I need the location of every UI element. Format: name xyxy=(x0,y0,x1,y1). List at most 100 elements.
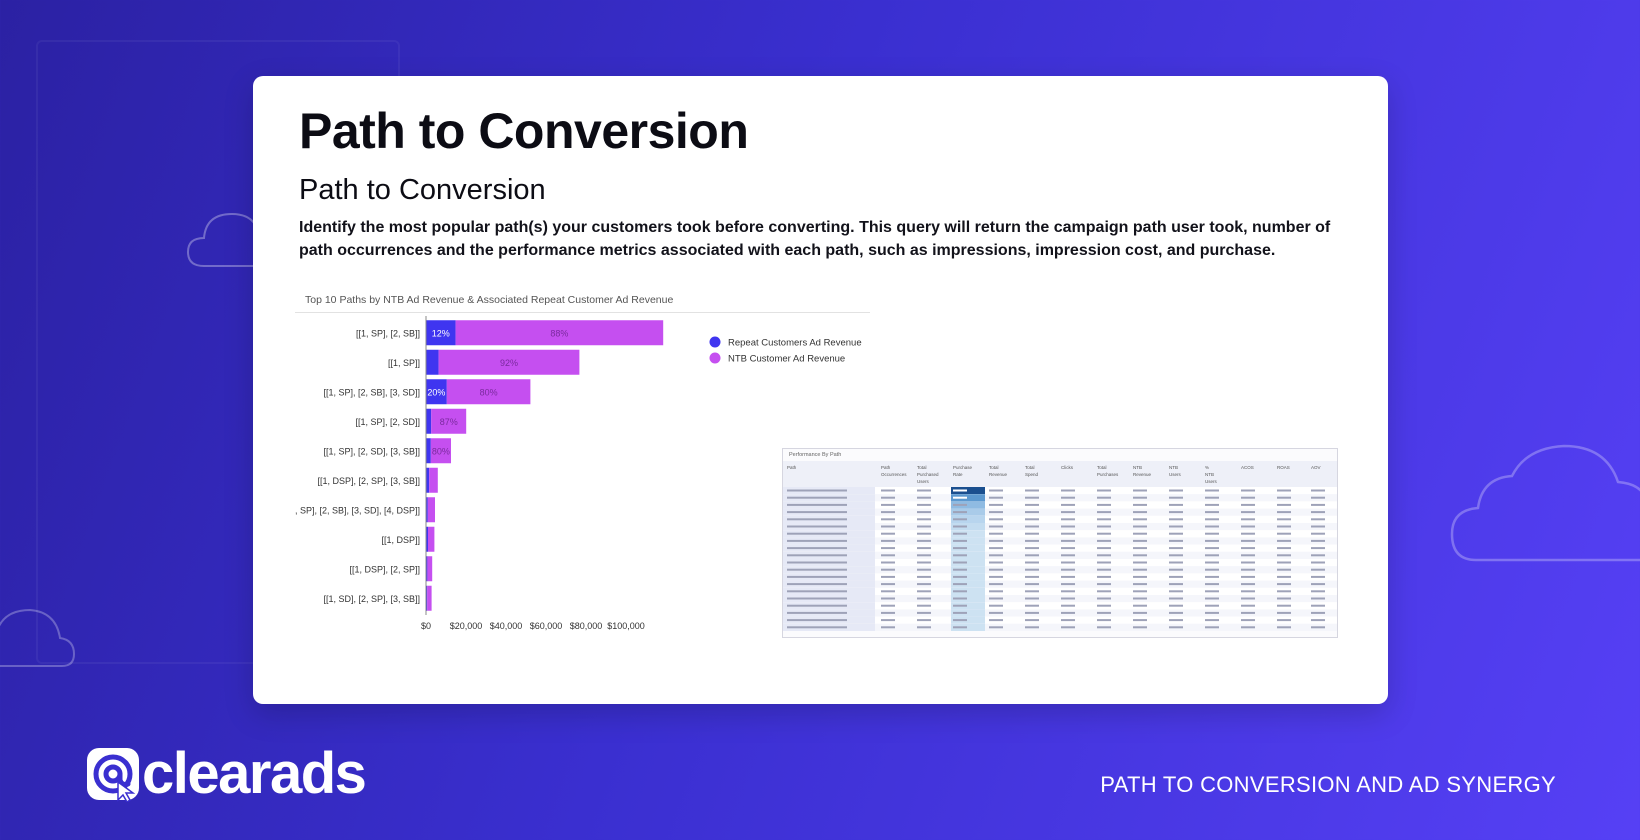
table-cell-text xyxy=(1097,561,1111,564)
table-cell-text xyxy=(1061,568,1075,571)
table-cell-text xyxy=(1311,539,1325,542)
y-tick-label: [[1, SP], [2, SB], [3, SD]] xyxy=(323,387,420,397)
table-cell-text xyxy=(787,511,847,514)
table-cell-text xyxy=(787,597,847,600)
table-cell-text xyxy=(1277,611,1291,614)
table-cell-text xyxy=(1025,525,1039,528)
table-cell-text xyxy=(1025,583,1039,586)
y-tick-label: [[1, SP]] xyxy=(388,358,420,368)
table-row xyxy=(783,559,1337,567)
bar-segment xyxy=(426,467,430,493)
table-cell-text xyxy=(1311,518,1325,521)
table-cell-text xyxy=(1205,532,1219,535)
table-cell-text xyxy=(1133,518,1147,521)
heatmap-cell xyxy=(951,508,985,516)
table-cell-text xyxy=(1025,496,1039,499)
table-cell-text xyxy=(953,518,967,521)
table-cell-text xyxy=(1241,532,1255,535)
table-cell-text xyxy=(1133,619,1147,622)
table-cell-text xyxy=(1241,604,1255,607)
table-cell-text xyxy=(1025,575,1039,578)
table-cell-text xyxy=(1241,554,1255,557)
bar-segment xyxy=(426,526,428,552)
table-cell-text xyxy=(1241,561,1255,564)
table-cell-text xyxy=(1097,554,1111,557)
table-row xyxy=(783,544,1337,552)
x-tick-label: $100,000 xyxy=(607,621,645,631)
table-cell-text xyxy=(917,619,931,622)
table-cell-text xyxy=(1133,597,1147,600)
table-column-header: Path xyxy=(881,465,891,470)
table-cell-text xyxy=(1097,532,1111,535)
data-label: 12% xyxy=(432,328,450,338)
table-cell-text xyxy=(1097,539,1111,542)
table-cell-text xyxy=(1133,604,1147,607)
table-cell-text xyxy=(1311,503,1325,506)
x-tick-label: $0 xyxy=(421,621,431,631)
table-cell-text xyxy=(1169,518,1183,521)
table-cell-text xyxy=(917,611,931,614)
table-cell-text xyxy=(1241,611,1255,614)
table-cell-text xyxy=(1061,575,1075,578)
table-cell-text xyxy=(953,626,967,629)
table-cell-text xyxy=(917,590,931,593)
table-cell-text xyxy=(1311,554,1325,557)
table-cell-text xyxy=(787,561,847,564)
table-cell-text xyxy=(787,539,847,542)
table-cell-text xyxy=(1025,597,1039,600)
table-cell-text xyxy=(989,568,1003,571)
x-tick-label: $40,000 xyxy=(490,621,523,631)
table-cell-text xyxy=(1061,597,1075,600)
chart-title: Top 10 Paths by NTB Ad Revenue & Associa… xyxy=(305,294,674,306)
table-cell-text xyxy=(1169,539,1183,542)
bar-segment xyxy=(426,379,447,405)
table-cell-text xyxy=(1097,518,1111,521)
table-cell-text xyxy=(1133,503,1147,506)
table-cell-text xyxy=(953,532,967,535)
table-cell-text xyxy=(917,489,931,492)
table-cell-text xyxy=(989,561,1003,564)
table-cell-text xyxy=(1169,597,1183,600)
performance-table-thumbnail: Performance By Path Path Path Occurrences T… xyxy=(782,448,1338,638)
table-cell-text xyxy=(1061,547,1075,550)
table-cell-text xyxy=(1097,496,1111,499)
cloud-icon xyxy=(0,608,76,667)
table-cell-text xyxy=(1025,532,1039,535)
table-cell-text xyxy=(1025,561,1039,564)
table-column-header: Purchase xyxy=(953,465,973,470)
data-label: 87% xyxy=(440,417,458,427)
table-cell-text xyxy=(1169,547,1183,550)
table-cell-text xyxy=(1169,525,1183,528)
data-label: 92% xyxy=(500,358,518,368)
table-column-header: NTB xyxy=(1133,465,1142,470)
table-cell-text xyxy=(1133,575,1147,578)
table-cell-text xyxy=(1205,583,1219,586)
table-cell-text xyxy=(1169,626,1183,629)
table-cell-text xyxy=(989,583,1003,586)
table-cell-text xyxy=(787,489,847,492)
table-cell-text xyxy=(881,525,895,528)
legend-label: NTB Customer Ad Revenue xyxy=(728,354,845,365)
table-cell-text xyxy=(917,626,931,629)
table-cell-text xyxy=(881,597,895,600)
content-card: Path to Conversion Path to Conversion Id… xyxy=(253,76,1388,704)
page-title: Path to Conversion xyxy=(299,103,749,159)
table-cell-text xyxy=(989,597,1003,600)
table-cell-text xyxy=(1169,554,1183,557)
table-cell-text xyxy=(1311,511,1325,514)
table-cell-text xyxy=(953,597,967,600)
table-cell-text xyxy=(989,575,1003,578)
table-cell-text xyxy=(881,626,895,629)
table-cell-text xyxy=(1061,511,1075,514)
table-cell-text xyxy=(881,518,895,521)
table-cell-text xyxy=(917,496,931,499)
table-cell-text xyxy=(917,511,931,514)
table-cell-text xyxy=(787,619,847,622)
table-row xyxy=(783,523,1337,531)
table-cell-text xyxy=(1205,597,1219,600)
table-cell-text xyxy=(1061,539,1075,542)
table-cell-text xyxy=(1277,626,1291,629)
table-cell-text xyxy=(1169,532,1183,535)
bar-segment xyxy=(429,467,438,493)
table-title: Performance By Path xyxy=(789,452,842,458)
